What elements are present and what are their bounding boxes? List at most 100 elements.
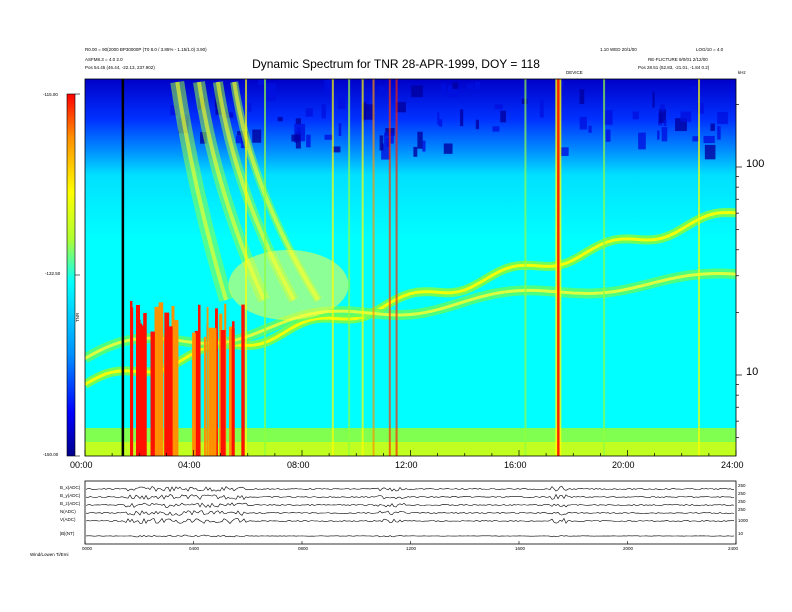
colorbar — [66, 93, 76, 457]
spectrum-patch — [321, 104, 326, 119]
spectrum-patch — [703, 135, 715, 144]
spectrum-patch — [632, 111, 639, 120]
spectrum-patch — [475, 119, 480, 130]
spectrum-patch — [441, 83, 446, 95]
footer-note: Wind/Lowen Ti/Emi — [30, 552, 69, 557]
vertical-streak — [361, 79, 364, 456]
vertical-streak — [372, 79, 375, 456]
header-right-2: LOG/10 = 4.0 — [696, 47, 724, 52]
sub-tick-label-1: 0400 — [189, 546, 200, 551]
spectrum-patch — [474, 81, 480, 91]
spectrum-patch — [377, 86, 385, 94]
sub-tick-label-5: 2000 — [623, 546, 634, 551]
spectrum-patch — [697, 102, 704, 114]
spectrum-patch — [500, 110, 507, 123]
spectrum-patch — [264, 83, 276, 102]
header-left-1: R0.00 = 90(2000 BP30000P (T0 8.0 / 3.85%… — [85, 47, 207, 52]
trace-label-0: B_x(ADC) — [60, 485, 81, 490]
intense-burst — [220, 330, 226, 456]
vertical-streak — [331, 79, 334, 456]
spectrum-patch — [663, 119, 667, 127]
intense-burst — [168, 326, 173, 456]
trace-label-5: |B|(NT) — [60, 531, 75, 536]
x-axis-ticks — [84, 450, 737, 456]
spectrum-patch — [277, 116, 283, 122]
y-tick-label-10: 10 — [746, 366, 759, 378]
spectrum-patch — [661, 127, 668, 142]
spectrum-patch — [452, 82, 459, 90]
intense-burst — [158, 302, 164, 456]
intense-burst — [206, 307, 209, 456]
trace-scale-4: 1000 — [738, 518, 749, 523]
spectrum-patch — [579, 116, 587, 130]
trace-label-4: V(ADC) — [60, 517, 76, 522]
spectrum-patch — [386, 138, 391, 147]
header-right-3: RE-FLICTURE 9/0/01 2/12/00 — [648, 57, 708, 62]
x-tick-label-6: 24:00 — [721, 460, 744, 470]
spectrum-patch — [295, 118, 302, 125]
x-tick-label-2: 08:00 — [287, 460, 310, 470]
spectrum-patch — [539, 99, 544, 118]
spectrum-patch — [437, 112, 440, 125]
trace-line — [85, 493, 735, 500]
spectrum-patch — [257, 80, 267, 86]
intense-burst — [211, 328, 217, 456]
header-left-3: Pos 54.45 (46.44, -22.13, 237.902) — [85, 65, 155, 70]
spectrum-patch — [362, 104, 374, 120]
spectrum-patch — [659, 109, 666, 123]
trace-scale-5: 10 — [738, 531, 744, 536]
spectrum-patch — [395, 101, 406, 113]
spectrum-patch — [460, 109, 464, 127]
sub-tick-label-6: 2400 — [728, 546, 739, 551]
spectrum-patch — [690, 86, 697, 92]
intense-burst — [130, 300, 133, 456]
spectrum-patch — [417, 131, 423, 149]
spectrum-patch — [294, 123, 306, 142]
timeseries-ticks — [84, 541, 737, 544]
intense-burst — [150, 331, 155, 456]
intense-burst — [241, 304, 245, 456]
time-marker-line — [121, 79, 125, 456]
trace-scale-3: 250 — [738, 507, 746, 512]
intense-burst — [228, 326, 234, 456]
header-right-1: 1.10 WED 20/1/00 — [600, 47, 637, 52]
spectrum-patch — [447, 85, 459, 98]
spectrum-patch — [704, 144, 716, 160]
spectrum-patch — [652, 91, 655, 108]
x-tick-label-4: 16:00 — [504, 460, 527, 470]
spectrum-patch — [381, 143, 391, 160]
spectrogram-plot — [85, 79, 736, 456]
spectrum-patch — [466, 83, 474, 90]
sub-tick-label-0: 0000 — [82, 546, 93, 551]
timeseries-panel — [84, 480, 737, 545]
trace-line — [85, 534, 735, 538]
spectrum-patch — [248, 103, 252, 112]
spectrum-patch — [332, 146, 341, 153]
intense-burst — [204, 336, 206, 456]
vertical-streak — [245, 79, 248, 456]
spectrum-patch — [422, 140, 426, 152]
trace-label-1: B_y(ADC) — [60, 493, 81, 498]
spectrum-patch — [413, 146, 418, 157]
spectrum-patch — [379, 135, 384, 151]
spectrum-patch — [692, 136, 699, 142]
vertical-streak — [395, 79, 398, 456]
vertical-streak — [264, 79, 267, 456]
spectrum-patch — [680, 111, 692, 122]
emission-blob — [228, 250, 349, 320]
sub-tick-label-4: 1600 — [515, 546, 526, 551]
timeseries-traces — [85, 486, 735, 538]
spectrum-patch — [364, 96, 370, 112]
major-burst-core — [557, 79, 560, 456]
spectrum-patch — [324, 134, 334, 140]
intense-burst — [215, 308, 218, 456]
spectrum-patch — [657, 130, 660, 140]
intense-burst — [143, 313, 147, 456]
vertical-streak — [348, 79, 351, 456]
vertical-streak — [603, 79, 606, 456]
spectrum-patch — [605, 129, 611, 142]
trace-line — [85, 502, 735, 508]
spectrum-patch — [338, 96, 346, 109]
vertical-streak — [524, 79, 527, 456]
